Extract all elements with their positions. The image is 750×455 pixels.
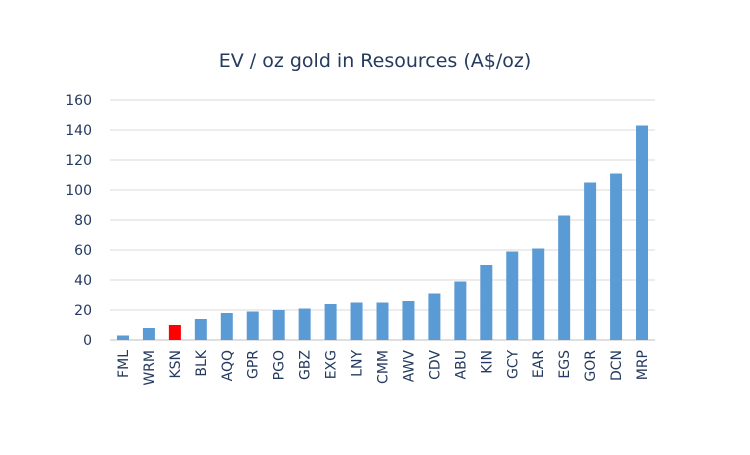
x-tick-label: FML bbox=[116, 350, 132, 378]
x-tick-label: LNY bbox=[350, 350, 366, 377]
y-tick-label: 100 bbox=[65, 183, 92, 199]
bar-gcy bbox=[506, 251, 519, 340]
bar-cdv bbox=[428, 293, 441, 340]
bar-gpr bbox=[246, 311, 259, 340]
x-tick-label: WRM bbox=[142, 350, 158, 386]
y-tick-label: 20 bbox=[74, 303, 92, 319]
bar-mrp bbox=[636, 125, 649, 340]
x-tick-label: PGO bbox=[272, 350, 288, 380]
x-tick-label: GOR bbox=[583, 350, 599, 382]
y-tick-label: 160 bbox=[65, 93, 92, 109]
bar-gbz bbox=[298, 308, 311, 340]
bar-kin bbox=[480, 265, 493, 340]
y-tick-label: 80 bbox=[74, 213, 92, 229]
bar-aqq bbox=[220, 313, 233, 340]
bar-ksn bbox=[168, 325, 181, 340]
bar-awv bbox=[402, 301, 415, 340]
x-tick-label: BLK bbox=[194, 349, 210, 376]
bars bbox=[116, 125, 649, 340]
y-tick-label: 40 bbox=[74, 273, 92, 289]
x-tick-label: GBZ bbox=[298, 350, 314, 380]
x-tick-label: MRP bbox=[635, 350, 651, 380]
bar-dcn bbox=[610, 173, 623, 340]
chart-title: EV / oz gold in Resources (A$/oz) bbox=[218, 50, 532, 72]
bar-ear bbox=[532, 248, 545, 340]
x-tick-label: ABU bbox=[453, 350, 469, 379]
x-tick-label: EAR bbox=[531, 350, 547, 378]
bar-blk bbox=[194, 319, 207, 340]
bar-lny bbox=[350, 302, 363, 340]
x-tick-label: KSN bbox=[168, 350, 184, 379]
axes: 0 20 40 60 80 100 120 140 160 FML WRM KSN BLK AQQ GPR P… bbox=[65, 93, 651, 386]
x-tick-label: DCN bbox=[609, 350, 625, 381]
bar-abu bbox=[454, 281, 467, 340]
bar-fml bbox=[116, 335, 129, 340]
x-tick-label: EGS bbox=[557, 350, 573, 379]
bar-egs bbox=[558, 215, 571, 340]
bar-wrm bbox=[142, 328, 155, 340]
bar-pgo bbox=[272, 310, 285, 340]
y-tick-label: 140 bbox=[65, 123, 92, 139]
x-tick-label: AWV bbox=[401, 350, 417, 383]
bar-cmm bbox=[376, 302, 389, 340]
x-tick-label: AQQ bbox=[220, 350, 236, 381]
y-tick-label: 120 bbox=[65, 153, 92, 169]
x-tick-label: CDV bbox=[427, 350, 443, 380]
x-tick-label: KIN bbox=[479, 350, 495, 374]
bar-gor bbox=[584, 182, 597, 340]
x-tick-label: CMM bbox=[376, 350, 392, 384]
y-tick-label: 60 bbox=[74, 243, 92, 259]
x-tick-label: GPR bbox=[246, 350, 262, 379]
y-tick-label: 0 bbox=[83, 333, 92, 349]
x-tick-label: EXG bbox=[324, 350, 340, 379]
bar-exg bbox=[324, 304, 337, 340]
x-tick-label: GCY bbox=[505, 350, 521, 379]
